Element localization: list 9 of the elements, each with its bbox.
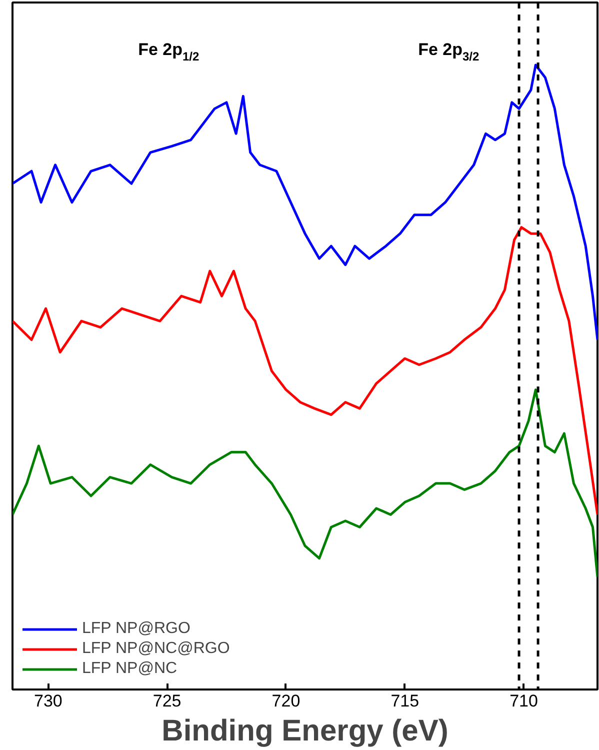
x-axis-title: Binding Energy (eV) xyxy=(162,714,448,748)
legend-label: LFP NP@NC@RGO xyxy=(82,640,230,658)
legend-label: LFP NP@RGO xyxy=(82,620,190,638)
x-tick-label: 730 xyxy=(34,692,62,710)
x-tick-label: 710 xyxy=(510,692,538,710)
x-tick-label: 715 xyxy=(390,692,420,710)
x-tick-label: 720 xyxy=(272,692,300,710)
x-tick-label: 725 xyxy=(152,692,182,710)
legend-label: LFP NP@NC xyxy=(82,660,178,678)
